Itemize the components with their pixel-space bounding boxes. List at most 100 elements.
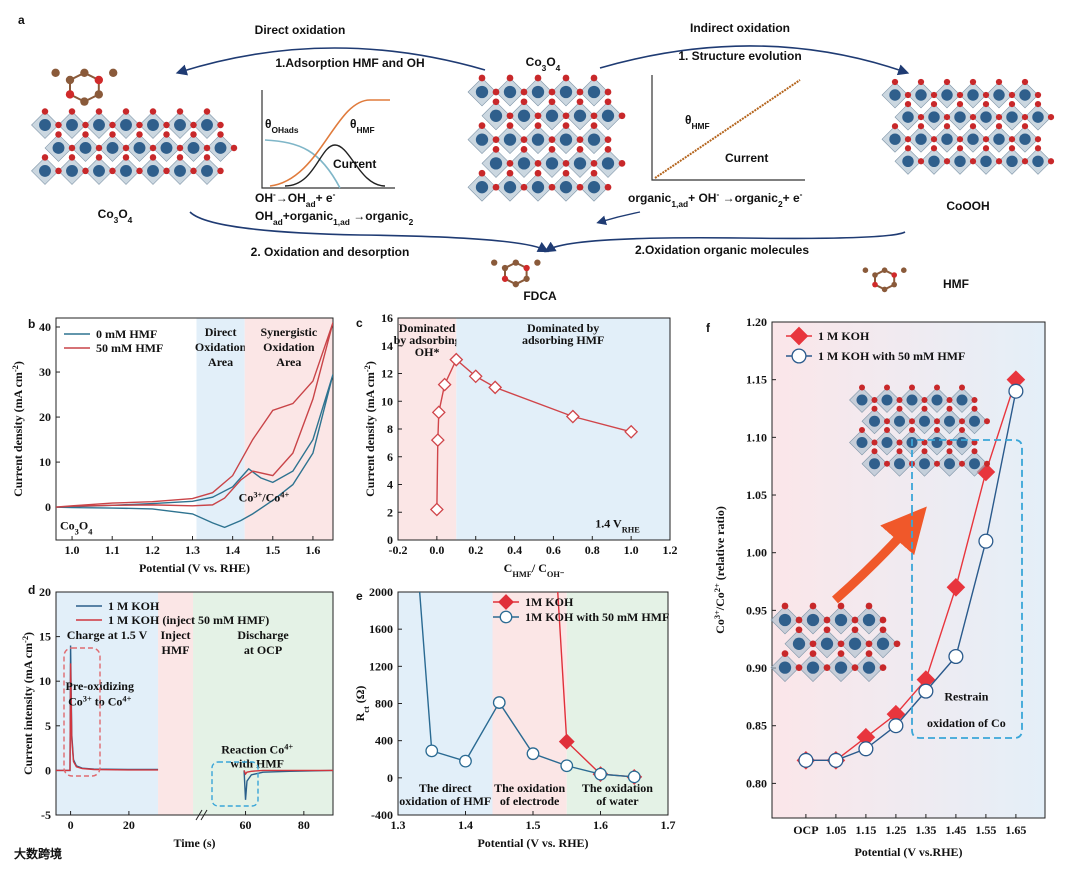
co-atom <box>601 157 615 170</box>
marker <box>627 770 641 784</box>
o-atom <box>190 121 197 129</box>
y-tick-label: 10 <box>39 674 51 688</box>
o-atom <box>904 145 912 152</box>
region-label: Direct <box>205 325 237 339</box>
o-atom <box>478 122 486 129</box>
o-atom <box>520 146 528 153</box>
o-atom <box>971 448 978 455</box>
region <box>566 592 668 815</box>
o-atom <box>163 131 170 138</box>
series <box>418 592 641 784</box>
atom <box>891 281 897 288</box>
o-atom <box>68 154 76 161</box>
o-atom <box>590 160 598 167</box>
text-part: 4+ <box>280 490 289 499</box>
axis-break <box>195 809 203 821</box>
region <box>398 318 457 540</box>
o-atom <box>982 136 990 143</box>
o-atom <box>884 460 890 467</box>
text-part: θ <box>265 117 272 131</box>
o-atom <box>548 88 556 96</box>
y-tick-label: 400 <box>375 734 393 748</box>
y-tick-label: 8 <box>387 422 393 436</box>
annotation: Reaction Co4+ <box>221 742 293 757</box>
o-atom <box>930 136 938 143</box>
series <box>56 322 333 508</box>
atom <box>901 267 907 274</box>
o-atom <box>604 183 612 191</box>
text-part: Reaction Co <box>221 742 284 756</box>
y-tick-label: 12 <box>381 367 393 381</box>
x-tick-label: 1.0 <box>624 543 639 557</box>
o-atom <box>984 418 990 425</box>
co-atom <box>778 613 792 627</box>
step-label: 1.Adsorption HMF and OH <box>275 56 424 70</box>
watermark: 大数跨境 <box>14 846 62 861</box>
region-label: OH* <box>415 345 440 359</box>
x-tick-label: 1.0 <box>65 543 80 557</box>
o-atom <box>82 167 89 175</box>
co-atom <box>93 119 105 131</box>
text-part: 3+ <box>253 490 262 499</box>
co-atom <box>1032 155 1044 168</box>
region-label: Charge at 1.5 V <box>67 628 148 642</box>
o-atom <box>576 98 584 106</box>
x-tick-label: 1.7 <box>661 818 676 832</box>
crystal <box>770 602 901 683</box>
co-atom <box>869 458 880 470</box>
text-part: 4 <box>128 215 133 225</box>
o-atom <box>934 460 940 467</box>
atom <box>534 259 541 266</box>
marker <box>946 577 966 597</box>
y-tick-label: 1.15 <box>746 373 767 387</box>
atom <box>80 97 89 106</box>
o-atom <box>604 88 612 96</box>
o-atom <box>982 100 990 108</box>
series <box>798 383 1024 768</box>
o-atom <box>921 405 928 412</box>
text-part: to Co <box>92 694 123 708</box>
text-part: 3 <box>542 63 547 73</box>
marker <box>1008 383 1024 399</box>
x-tick-label: 1.35 <box>915 823 936 837</box>
highlight-box <box>63 647 101 777</box>
y-tick-label: 0.80 <box>746 776 767 790</box>
atom <box>512 281 519 288</box>
co-atom <box>475 181 489 194</box>
x-tick-label: 1.6 <box>593 818 608 832</box>
x-tick-label: 1.3 <box>185 543 200 557</box>
o-atom <box>190 131 197 138</box>
co-atom <box>531 181 545 194</box>
text-part: 4 <box>556 63 561 73</box>
co-atom <box>848 637 862 650</box>
co-atom <box>931 437 943 448</box>
co-atom <box>601 109 615 122</box>
o-atom <box>971 405 978 412</box>
equation: OH-→OHad+ e- <box>255 189 336 209</box>
o-atom <box>95 108 103 115</box>
y-tick-label: 14 <box>381 339 393 353</box>
region-label: Area <box>208 355 233 369</box>
o-atom <box>1047 158 1055 165</box>
co-atom <box>993 89 1005 101</box>
panel-label: f <box>706 321 711 335</box>
o-atom <box>956 100 964 108</box>
o-atom <box>823 616 831 624</box>
text-part: HMF <box>512 570 532 579</box>
co-atom <box>545 109 559 122</box>
y-tick-label: 0.95 <box>746 603 767 617</box>
o-atom <box>520 183 528 191</box>
o-atom <box>55 131 62 138</box>
x-tick-label: OCP <box>793 823 818 837</box>
legend-label: 0 mM HMF <box>96 327 157 341</box>
text-part: Co <box>68 694 83 708</box>
co-atom <box>573 109 587 122</box>
o-atom <box>163 121 170 129</box>
marker <box>560 759 574 773</box>
x-tick-label: 0.6 <box>546 543 561 557</box>
trend-arrow <box>832 506 927 604</box>
text-part: +organic <box>283 209 334 223</box>
y-tick-label: 1.05 <box>746 488 767 502</box>
y-axis-label: Current density (mA cm-2) <box>11 361 26 497</box>
text-part: →organic <box>719 191 778 205</box>
